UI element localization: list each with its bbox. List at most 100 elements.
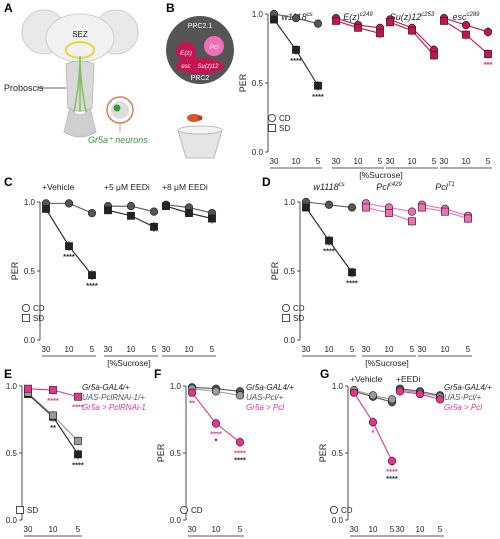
panel-d-data-point <box>385 209 393 217</box>
fly-vial-icon <box>177 114 223 159</box>
ezh-subunit <box>176 42 196 62</box>
panel-b-category-label: 5 <box>316 157 321 166</box>
panel-c-data-point <box>88 271 96 280</box>
panel-g-data-point <box>387 395 397 404</box>
prc2-label: PRC2 <box>191 75 210 82</box>
panel-f-ytick-label: 1.0 <box>170 382 182 391</box>
panel-e-ytick-label: 0.0 <box>6 516 18 525</box>
panel-b-category-label: 5 <box>432 157 437 166</box>
panel-g-ytick-label: 0.5 <box>332 449 344 458</box>
panel-letter-f: F <box>154 367 161 381</box>
panel-g-ylabel: PER <box>318 443 328 462</box>
panel-g-data-point <box>387 456 397 466</box>
panel-b-data-point <box>461 20 471 30</box>
panel-b-category-label: 30 <box>332 157 341 166</box>
panel-d-xlabel: [%Sucrose] <box>365 358 408 368</box>
panel-g-legend-label: CD <box>341 506 353 515</box>
panel-g-significance-stars: **** <box>386 467 398 476</box>
panel-d-group-title: Pclc429 <box>376 182 402 192</box>
panel-letter-b: B <box>166 1 175 15</box>
panel-c-data-point <box>150 222 158 231</box>
panel-f-significance-stars: **** <box>234 448 246 457</box>
neurons-label: Gr5a⁺ neurons <box>88 135 148 145</box>
panel-f-category-label: 10 <box>212 525 221 534</box>
panel-g-category-label: 30 <box>396 525 405 534</box>
panel-d-ylabel: PER <box>270 261 280 280</box>
panel-b-data-point <box>313 19 323 28</box>
panel-c-category-label: 5 <box>90 345 95 354</box>
panel-g-category-label: 5 <box>438 525 443 534</box>
panel-d-category-label: 5 <box>410 345 415 354</box>
panel-e-category-label: 10 <box>49 525 58 534</box>
panel-d-data-point <box>302 203 310 212</box>
panel-b-data-point <box>314 81 322 90</box>
panel-c-legend-label: CD <box>33 304 45 313</box>
neuron-zoom-inner <box>111 101 129 119</box>
panel-b-data-point <box>484 50 492 58</box>
panel-e-genotype-label: Gr5a-GAL4/+ <box>82 383 130 392</box>
panel-c-significance-stars: **** <box>63 252 75 261</box>
panel-letter-a: A <box>4 1 13 15</box>
panel-g-category-label: 10 <box>416 525 425 534</box>
panel-g-data-point <box>368 418 378 427</box>
panel-c-data-point <box>64 199 74 208</box>
panel-d-data-point <box>362 203 370 212</box>
panel-f-data-point <box>235 438 245 447</box>
panel-d-data-point <box>408 217 416 226</box>
panel-e-category-label: 30 <box>24 525 33 534</box>
panel-d-data-point <box>407 207 417 216</box>
panel-c-ylabel: PER <box>10 261 20 280</box>
panel-f-ytick-label: 0.5 <box>170 449 182 458</box>
panel-f-genotype-label: Gr5a-GAL4/+ <box>246 383 294 392</box>
panel-f-category-label: 5 <box>238 525 243 534</box>
ezh-label: E(z) <box>180 50 192 57</box>
panel-f-significance-stars: * <box>215 437 218 446</box>
panel-f-ytick-label: 0.0 <box>170 516 182 525</box>
panel-c-category-label: 30 <box>42 345 51 354</box>
panel-e-data-point <box>49 386 57 394</box>
panel-g-genotype-label: Gr5a > Pcl <box>444 403 482 412</box>
panel-d-legend-marker <box>281 303 290 312</box>
panel-e-genotype-label: UAS-PclRNAi-1/+ <box>82 393 145 402</box>
pcl-label: Pcl <box>209 44 219 51</box>
panel-c-category-label: 30 <box>104 345 113 354</box>
panel-f-significance-stars: **** <box>210 430 222 439</box>
panel-g-ytick-label: 0.0 <box>332 516 344 525</box>
panel-b-data-point <box>291 14 301 23</box>
fly-body <box>187 114 201 122</box>
panel-g-group-title: +EEDi <box>396 374 420 384</box>
panel-b-data-point <box>462 30 470 39</box>
panel-letter-d: D <box>262 175 271 189</box>
panel-c-category-label: 30 <box>162 345 171 354</box>
panel-e-ytick-label: 0.5 <box>6 449 18 458</box>
panel-e-data-point <box>49 411 57 420</box>
panel-e-significance-stars: **** <box>72 460 84 469</box>
panel-c-xlabel: [%Sucrose] <box>107 358 150 368</box>
panel-c-category-label: 5 <box>210 345 215 354</box>
panel-f-genotype-label: UAS-Pcl/+ <box>246 393 283 402</box>
panel-c-group-title: +8 μM EEDi <box>162 182 208 192</box>
panel-b-data-point <box>483 27 493 37</box>
panel-c-legend-label: SD <box>33 314 44 323</box>
panel-e-significance-stars: **** <box>72 403 84 412</box>
panel-d-category-label: 5 <box>350 345 355 354</box>
panel-b-category-label: 10 <box>292 157 301 166</box>
panel-g-category-label: 30 <box>350 525 359 534</box>
panel-c-category-label: 10 <box>185 345 194 354</box>
panel-letter-e: E <box>4 367 12 381</box>
panel-f-genotype-label: Gr5a > Pcl <box>246 403 284 412</box>
panel-g-data-point <box>368 391 378 400</box>
panel-b-significance-stars: *** <box>484 60 493 69</box>
panel-c-data-point <box>127 211 135 220</box>
panel-d-ytick-label: 1.0 <box>284 198 296 207</box>
panel-d-data-point <box>325 236 333 245</box>
panel-b-category-label: 10 <box>354 157 363 166</box>
panel-d-category-label: 10 <box>385 345 394 354</box>
esc-label: esc <box>181 64 190 70</box>
panel-b-legend-marker <box>267 114 276 123</box>
panel-letter-g: G <box>320 367 329 381</box>
panel-g-data-point <box>395 387 405 396</box>
panel-b-data-point <box>354 23 362 32</box>
fly-head-schematic: SEZ Proboscis Gr5a⁺ neurons <box>4 9 148 145</box>
